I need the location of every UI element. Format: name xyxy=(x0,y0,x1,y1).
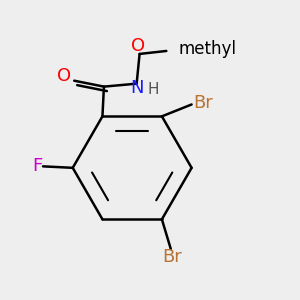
Text: F: F xyxy=(32,157,43,175)
Text: Br: Br xyxy=(193,94,213,112)
Text: methyl: methyl xyxy=(178,40,236,58)
Text: O: O xyxy=(131,37,145,55)
Text: H: H xyxy=(147,82,159,97)
Text: N: N xyxy=(130,79,143,97)
Text: O: O xyxy=(57,67,71,85)
Text: Br: Br xyxy=(162,248,182,266)
